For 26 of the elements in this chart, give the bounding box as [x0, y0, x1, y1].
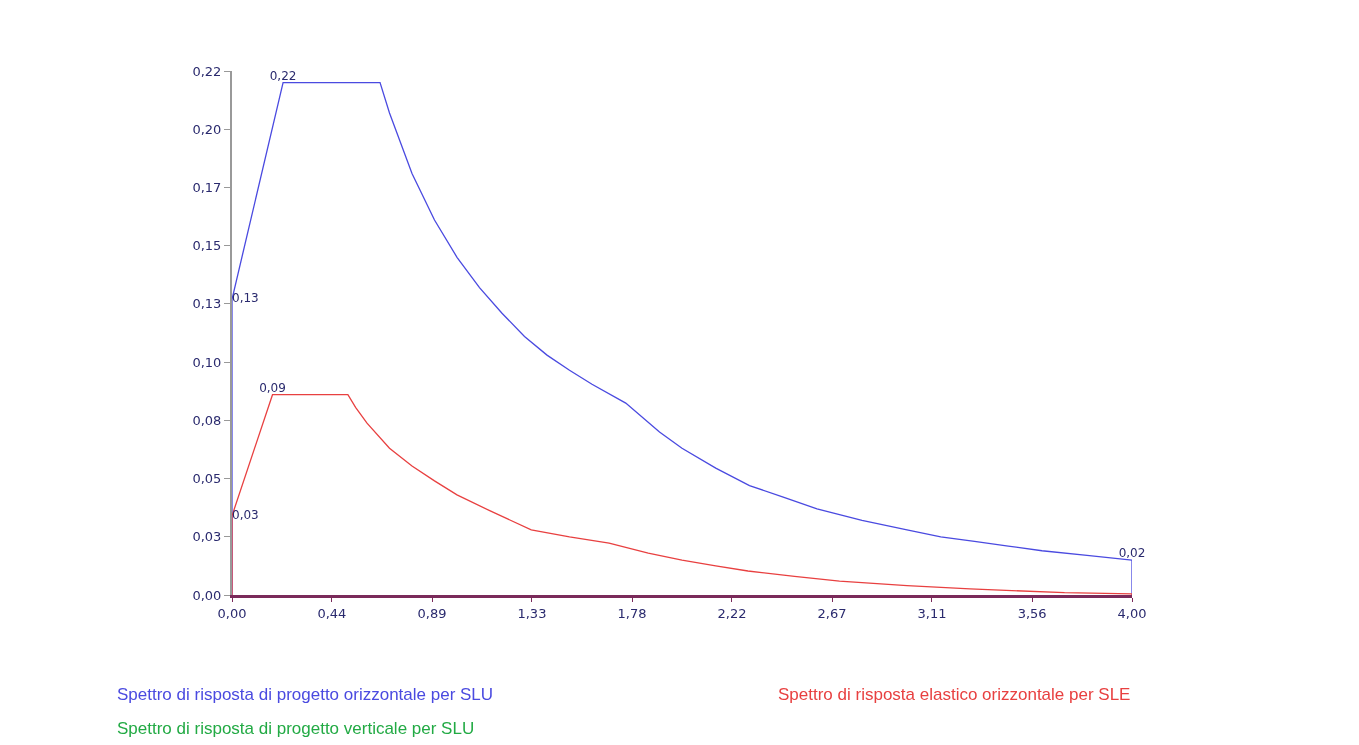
x-tick-label: 0,89 — [417, 605, 447, 621]
x-tick-label: 0,00 — [217, 605, 247, 621]
y-tick-label: 0,13 — [192, 296, 222, 312]
y-tick-label: 0,15 — [192, 238, 222, 254]
x-tick-label: 2,22 — [717, 605, 747, 621]
y-tick-label: 0,03 — [192, 529, 222, 545]
text: Spettro di risposta di progetto orizzontale per SLU — [117, 685, 494, 704]
text: Spettro di risposta elastico orizzontale per SLE — [778, 685, 1131, 704]
y-tick-label: 0,10 — [192, 354, 222, 370]
x-tick-label: 4,00 — [1117, 605, 1147, 621]
x-tick-label: 1,33 — [517, 605, 547, 621]
y-tick-label: 0,22 — [192, 63, 222, 79]
x-tick-label: 3,11 — [917, 605, 947, 621]
x-tick-label: 2,67 — [817, 605, 847, 621]
data-label: 0,09 — [259, 380, 286, 395]
x-tick-label: 1,78 — [617, 605, 647, 621]
y-tick-label: 0,17 — [192, 179, 222, 195]
y-tick-label: 0,05 — [192, 471, 222, 487]
y-tick-label: 0,00 — [192, 587, 222, 603]
x-tick-label: 3,56 — [1017, 605, 1047, 621]
x-tick-label: 0,44 — [317, 605, 347, 621]
data-label: 0,02 — [1118, 546, 1146, 561]
y-tick-label: 0,20 — [192, 121, 222, 137]
y-tick-label: 0,08 — [192, 412, 222, 428]
legend-label: Spettro di risposta di progetto verticale per SLU — [117, 719, 475, 738]
data-label: 0,22 — [269, 68, 297, 83]
